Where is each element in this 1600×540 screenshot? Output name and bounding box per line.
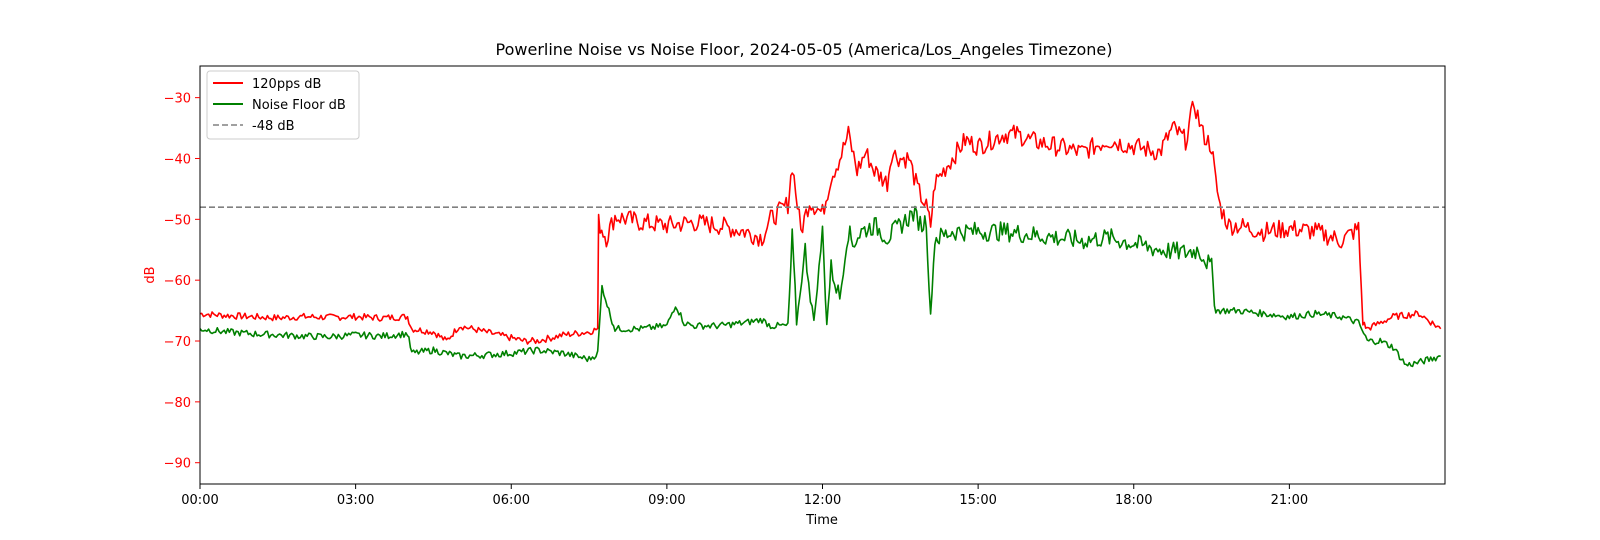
y-tick-label: −40: [164, 152, 191, 167]
x-tick-label: 21:00: [1271, 493, 1308, 508]
x-tick-label: 15:00: [959, 493, 996, 508]
legend-label-120pps: 120pps dB: [252, 77, 321, 92]
x-tick-label: 18:00: [1115, 493, 1152, 508]
x-tick-label: 00:00: [181, 493, 218, 508]
legend-box: [206, 70, 360, 140]
chart-title: Powerline Noise vs Noise Floor, 2024-05-…: [496, 40, 1113, 60]
x-tick-label: 06:00: [493, 493, 530, 508]
y-tick-label: −70: [164, 335, 191, 350]
y-axis-label: dB: [143, 266, 158, 283]
legend-label-noise-floor: Noise Floor dB: [252, 98, 346, 113]
x-axis-label: Time: [805, 513, 838, 528]
y-axis: −30 −40 −50 −60 −70 −80 −90: [164, 92, 200, 472]
x-tick-label: 03:00: [337, 493, 374, 508]
plot-area: [200, 100, 1445, 368]
x-tick-label: 09:00: [648, 493, 685, 508]
series-line-120pps-db: [200, 100, 1442, 345]
y-tick-label: −80: [164, 396, 191, 411]
y-tick-label: −30: [164, 92, 191, 107]
x-tick-label: 12:00: [804, 493, 841, 508]
series-line-noise-floor-db: [200, 205, 1441, 368]
y-tick-label: −90: [164, 457, 191, 472]
legend: 120pps dB Noise Floor dB -48 dB: [206, 70, 360, 140]
x-axis: 00:00 03:00 06:00 09:00 12:00 15:00 18:00 21:00: [181, 484, 1308, 508]
legend-label-threshold: -48 dB: [252, 119, 295, 134]
y-tick-label: −50: [164, 213, 191, 228]
y-tick-label: −60: [164, 274, 191, 289]
